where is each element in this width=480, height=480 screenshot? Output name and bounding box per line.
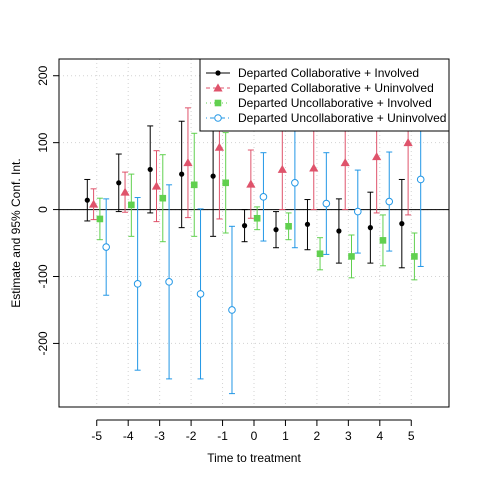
point-marker [259, 193, 268, 201]
x-tick-label: 5 [408, 429, 415, 443]
point-marker [128, 201, 135, 209]
point-marker [411, 253, 418, 260]
y-axis: -200 -100 0 100 200 [36, 65, 60, 355]
point-marker [340, 158, 350, 167]
legend-label: Departed Collaborative + Uninvolved [238, 81, 434, 95]
series-3 [96, 132, 418, 281]
legend-label: Departed Collaborative + Involved [238, 66, 419, 80]
x-axis-label: Time to treatment [207, 451, 301, 465]
point-marker [367, 225, 373, 231]
point-marker [309, 163, 319, 172]
x-tick-label: -2 [186, 429, 197, 443]
point-marker [222, 179, 229, 187]
point-marker [165, 278, 173, 286]
legend-entry: Departed Uncollaborative + Uninvolved [206, 111, 446, 125]
legend-label: Departed Uncollaborative + Involved [238, 96, 432, 110]
x-tick-label: -4 [123, 429, 134, 443]
legend: Departed Collaborative + InvolvedDeparte… [199, 58, 450, 132]
x-tick-label: -3 [154, 429, 165, 443]
y-tick-label: -100 [36, 264, 50, 288]
x-tick-label: 2 [314, 429, 321, 443]
point-marker [159, 194, 167, 202]
x-tick-label: 4 [376, 429, 383, 443]
series-1 [84, 115, 405, 269]
series-4 [102, 91, 425, 395]
y-tick-label: 200 [36, 65, 50, 85]
point-marker [214, 114, 222, 122]
point-marker [285, 223, 292, 230]
point-marker [183, 158, 193, 167]
point-marker [353, 207, 362, 216]
point-marker [120, 187, 130, 196]
point-marker [379, 237, 387, 244]
point-marker [133, 280, 142, 288]
point-marker [304, 221, 311, 227]
point-marker [147, 166, 153, 173]
y-tick-label: 0 [36, 206, 50, 213]
point-marker [385, 197, 394, 206]
point-marker [151, 181, 162, 190]
point-marker [403, 138, 413, 147]
point-marker [316, 250, 324, 258]
point-marker [214, 99, 222, 107]
point-marker [399, 221, 405, 227]
point-marker [88, 199, 99, 208]
point-marker [102, 243, 110, 251]
point-marker [214, 142, 225, 151]
point-marker [273, 227, 279, 233]
x-tick-label: -1 [217, 429, 228, 443]
point-marker [116, 180, 122, 186]
point-marker [416, 175, 425, 184]
point-marker [336, 228, 342, 234]
x-tick-label: 1 [282, 429, 289, 443]
y-tick-label: 100 [36, 132, 50, 152]
point-marker [196, 290, 205, 298]
point-marker [190, 181, 198, 189]
point-marker [291, 179, 299, 187]
point-marker [215, 70, 221, 76]
legend-entry: Departed Collaborative + Involved [206, 66, 419, 80]
point-marker [179, 171, 185, 177]
point-marker [372, 152, 382, 161]
x-tick-label: 3 [345, 429, 352, 443]
point-marker [213, 83, 223, 92]
point-marker [210, 173, 216, 179]
legend-box [199, 58, 450, 132]
point-marker [246, 179, 256, 188]
x-tick-label: 0 [251, 429, 258, 443]
point-marker [253, 214, 261, 222]
point-marker [322, 199, 331, 208]
point-marker [348, 253, 355, 260]
x-tick-label: -5 [91, 429, 102, 443]
legend-entry: Departed Uncollaborative + Involved [206, 96, 432, 110]
legend-entry: Departed Collaborative + Uninvolved [206, 81, 434, 95]
y-tick-label: -200 [36, 331, 50, 355]
legend-label: Departed Uncollaborative + Uninvolved [238, 111, 446, 125]
series-layer [84, 71, 425, 395]
point-marker [96, 215, 104, 223]
point-marker [277, 164, 287, 173]
point-marker [84, 197, 90, 203]
point-marker [228, 306, 236, 314]
y-axis-label: Estimate and 95% Conf. Int. [9, 158, 23, 307]
x-axis: -5 -4 -3 -2 -1 0 1 2 3 4 5 [91, 419, 415, 443]
point-marker [241, 223, 248, 229]
